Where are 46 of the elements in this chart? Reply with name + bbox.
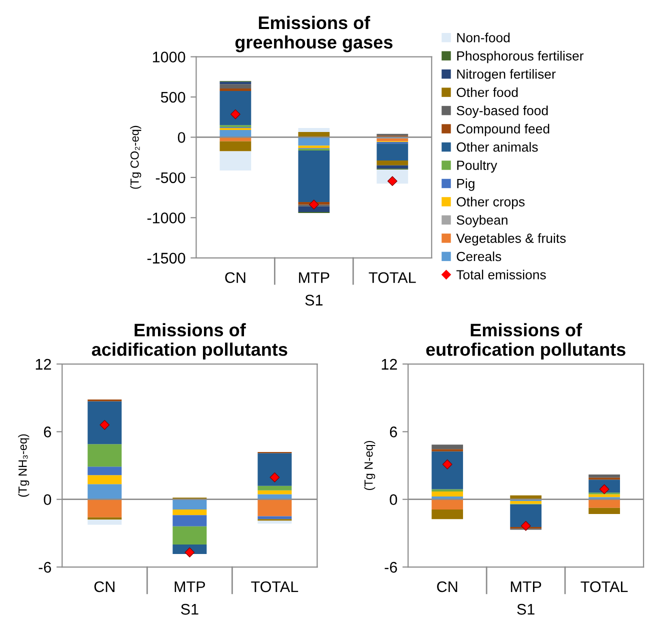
legend-label: Phosphorous fertiliser: [457, 50, 584, 64]
x-tick-label: MTP: [510, 581, 542, 592]
legend-label: Other crops: [456, 196, 525, 210]
y-tick-label: 6: [44, 426, 52, 438]
y-tick-label: -1500: [147, 252, 186, 264]
y-axis-title: (Tg CO₂-eq): [130, 126, 142, 189]
legend-label: Cereals: [456, 251, 502, 262]
y-axis-title: (Tg N-eq): [364, 441, 376, 490]
x-tick-label: CN: [437, 581, 458, 592]
x-axis-title: S1: [517, 604, 534, 615]
legend-label: Nitrogen fertiliser: [457, 69, 556, 82]
y-tick-label: 500: [160, 92, 186, 103]
y-tick-label: -500: [156, 172, 186, 184]
legend-label: Other food: [456, 87, 518, 98]
legend-label: Pig: [457, 178, 474, 191]
y-axis-title: (Tg NH₃-eq): [18, 434, 30, 497]
y-tick-label: 0: [390, 494, 398, 506]
y-tick-label: 1000: [152, 52, 186, 62]
chart-title: Emissions of acidification pollutants: [92, 323, 288, 360]
legend-label: Other animals: [456, 142, 538, 152]
y-tick-label: 0: [178, 132, 186, 143]
legend-label: Soy-based food: [456, 106, 548, 118]
legend-label: Poultry: [457, 160, 498, 173]
x-tick-label: MTP: [299, 272, 330, 283]
x-tick-label: TOTAL: [580, 581, 628, 592]
y-tick-label: -6: [384, 562, 398, 573]
chart-title: Emissions of greenhouse gases: [235, 16, 392, 52]
y-tick-label: -1000: [147, 212, 186, 224]
y-tick-label: 12: [36, 358, 51, 370]
legend-label: Total emissions: [456, 270, 546, 280]
x-axis-title: S1: [181, 604, 198, 615]
x-tick-label: MTP: [174, 581, 205, 592]
x-axis-title: S1: [305, 294, 323, 306]
chart-title: Emissions of eutrofication pollutants: [426, 323, 626, 360]
y-tick-label: -6: [38, 562, 52, 573]
x-tick-label: TOTAL: [368, 272, 416, 284]
x-tick-label: TOTAL: [251, 581, 298, 592]
legend-label: Compound feed: [456, 124, 550, 136]
y-tick-label: 0: [44, 494, 52, 506]
legend-label: Vegetables & fruits: [456, 233, 566, 246]
legend-label: Soybean: [456, 215, 508, 228]
y-tick-label: 12: [382, 358, 397, 370]
x-tick-label: CN: [225, 272, 246, 284]
x-tick-label: CN: [94, 581, 114, 592]
legend-label: Non-food: [457, 32, 510, 42]
y-tick-label: 6: [390, 426, 398, 438]
